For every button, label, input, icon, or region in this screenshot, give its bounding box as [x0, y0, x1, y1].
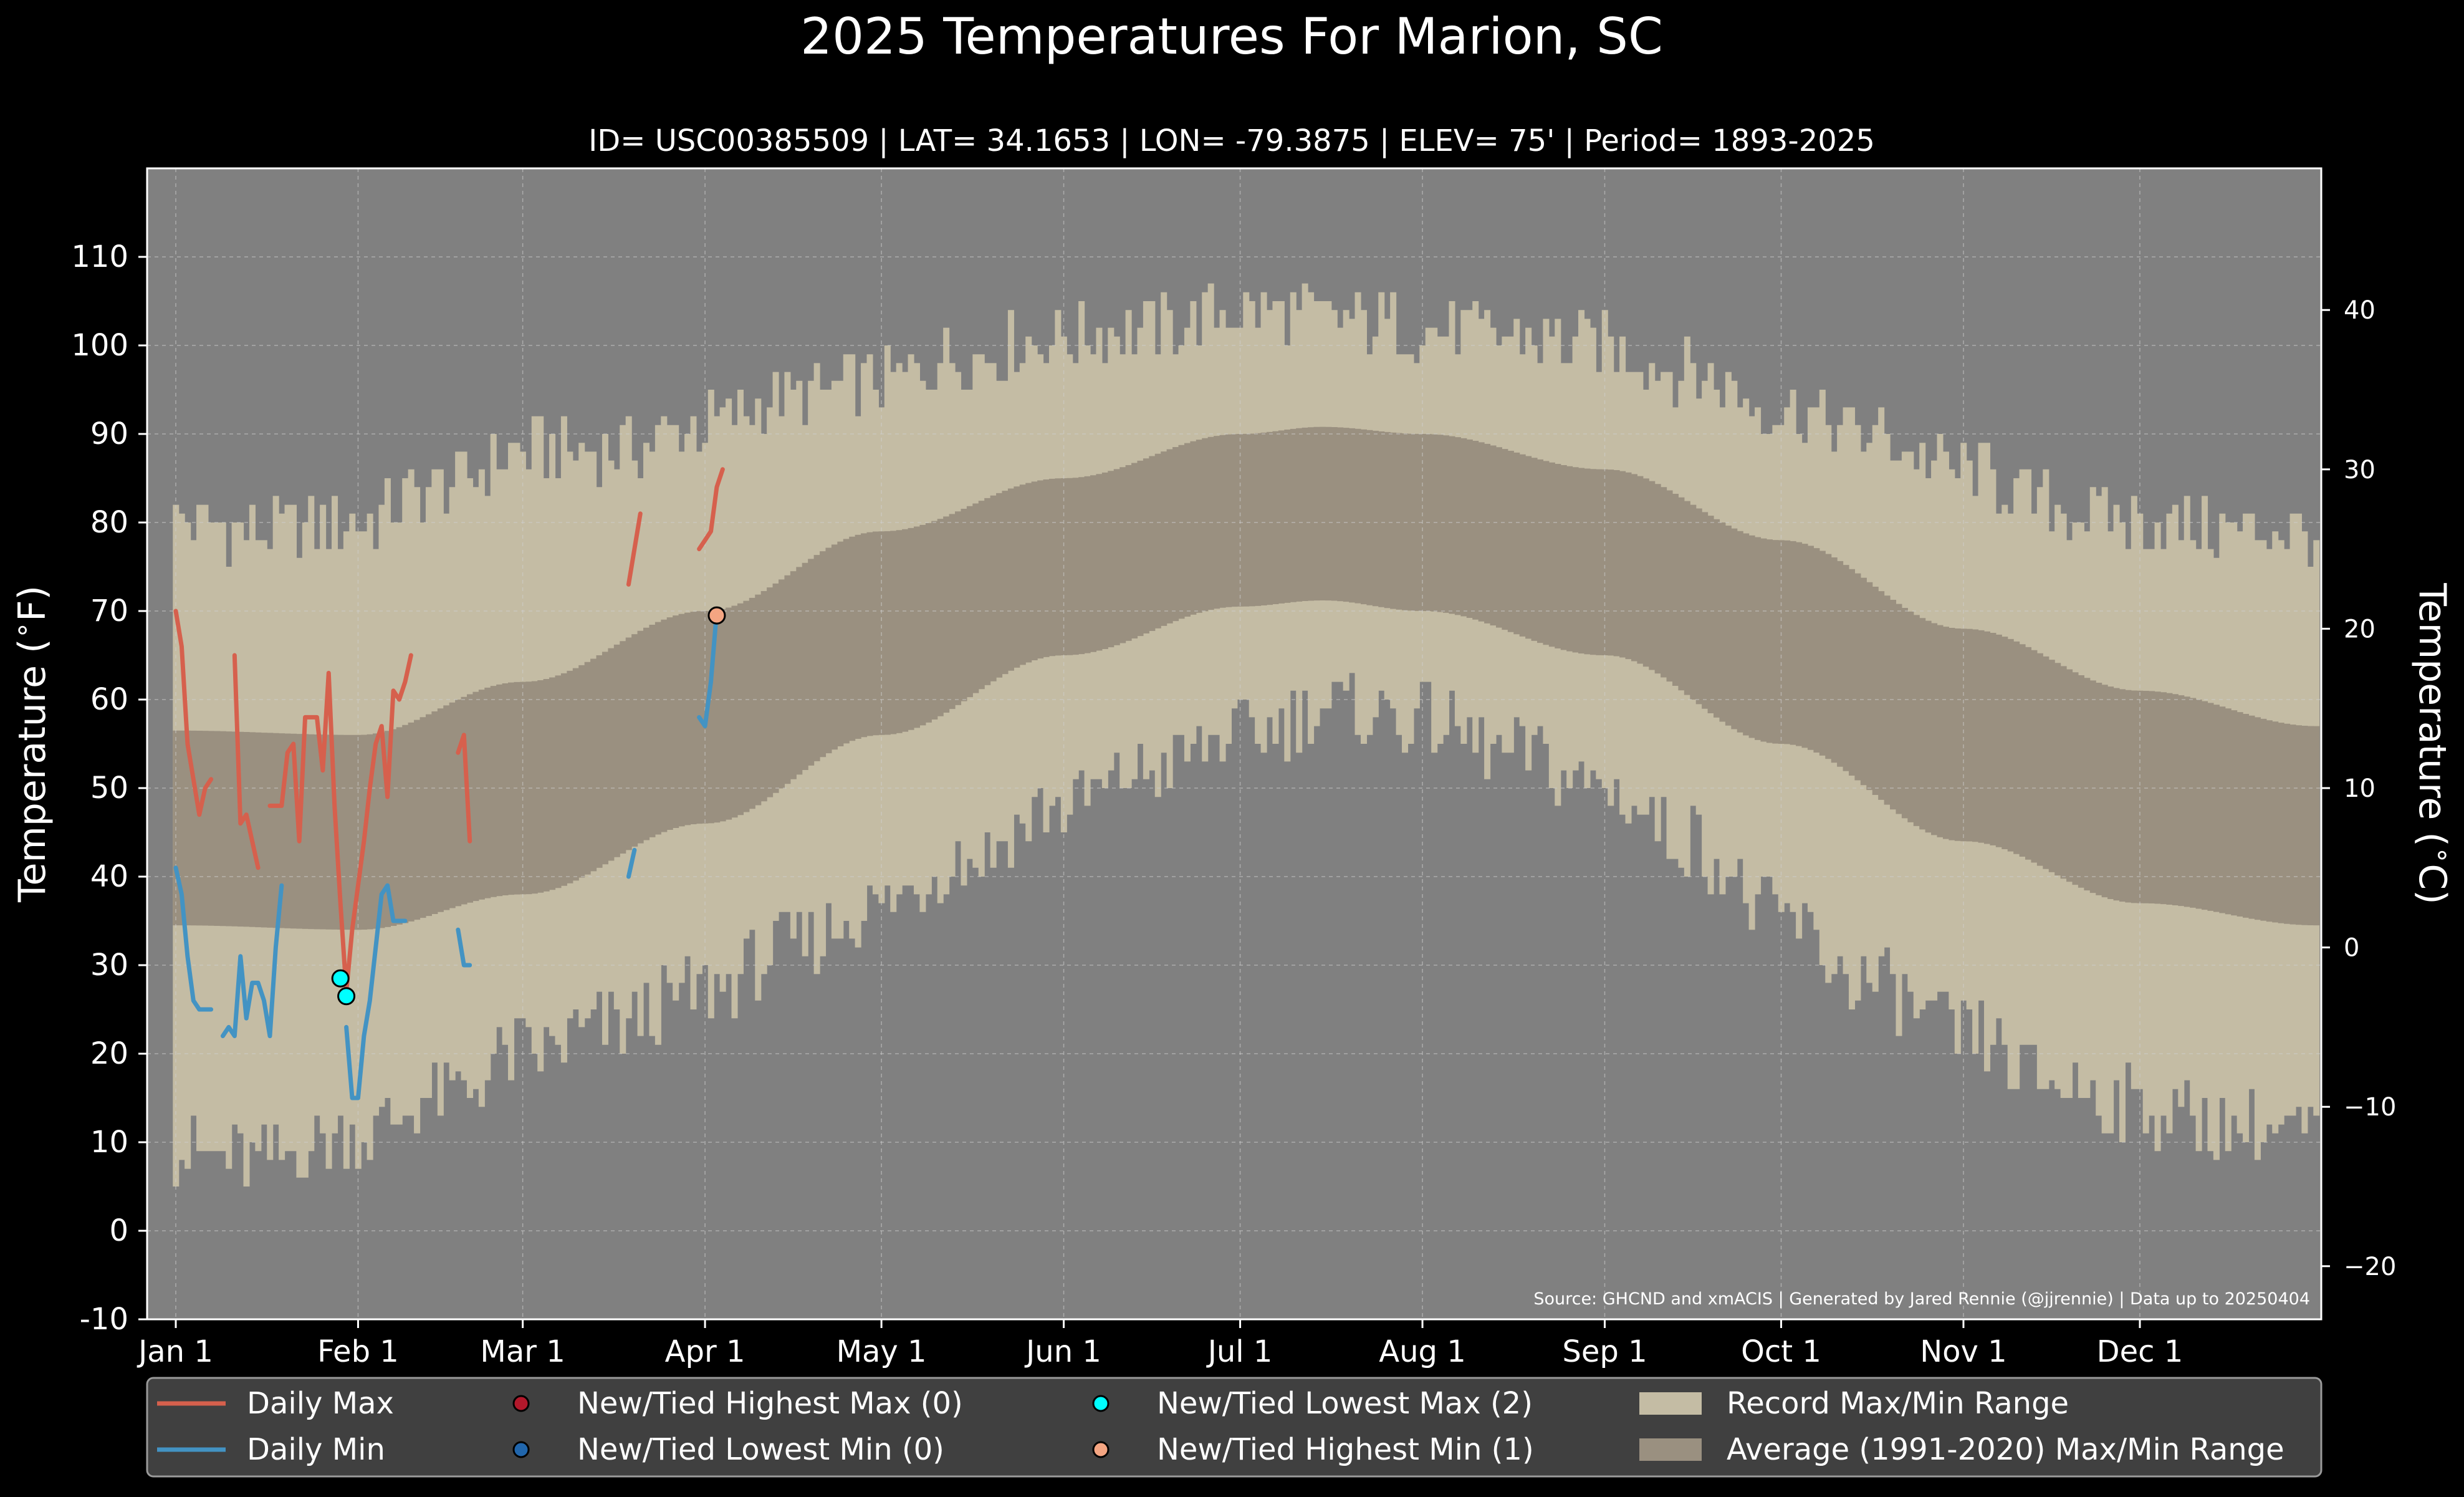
legend-swatch-patch: [1639, 1438, 1702, 1461]
legend-label: Daily Min: [247, 1432, 385, 1467]
x-tick-label: Feb 1: [317, 1334, 399, 1369]
legend-swatch-patch: [1639, 1392, 1702, 1415]
y-tick-label: 50: [90, 771, 128, 806]
daily-max-line: [697, 467, 725, 552]
y-tick-label: 40: [90, 859, 128, 894]
y-right-tick-label: 20: [2344, 615, 2375, 643]
legend-swatch-dot: [1092, 1395, 1110, 1412]
legend-label: Average (1991-2020) Max/Min Range: [1727, 1432, 2284, 1467]
daily-series: [173, 467, 725, 1100]
y-right-tick-label: −10: [2344, 1093, 2396, 1122]
x-tick-label: Dec 1: [2097, 1334, 2184, 1369]
y-tick-label: 110: [71, 239, 128, 274]
y-tick-label: 30: [90, 948, 128, 983]
legend-label: Record Max/Min Range: [1727, 1386, 2069, 1421]
plot-area: [146, 167, 2323, 1321]
y-tick-label: 0: [109, 1213, 128, 1248]
legend-swatch-dot: [512, 1441, 530, 1458]
x-tick-label: Oct 1: [1741, 1334, 1821, 1369]
y-right-tick-label: 30: [2344, 456, 2375, 484]
x-tick-label: Aug 1: [1379, 1334, 1466, 1369]
legend-label: New/Tied Lowest Min (0): [577, 1432, 944, 1467]
y-right-tick-label: 0: [2344, 934, 2359, 963]
record-markers: [331, 606, 726, 1006]
x-tick-label: Nov 1: [1920, 1334, 2006, 1369]
daily-max-line: [626, 511, 643, 587]
y-axis-left: -10 0 10 20 30 40 50 60 70 80 90 100 110: [71, 239, 147, 1337]
y-right-tick-label: 40: [2344, 296, 2375, 325]
range-bands: [173, 283, 2320, 1187]
daily-max-line: [232, 653, 261, 870]
legend-swatch-dot: [512, 1395, 530, 1412]
x-tick-label: Jun 1: [1024, 1334, 1101, 1369]
y-tick-label: -10: [80, 1302, 128, 1337]
average-range-band: [173, 426, 2320, 930]
y-tick-label: 20: [90, 1036, 128, 1071]
daily-max-line: [173, 609, 214, 817]
y-tick-label: 10: [90, 1125, 128, 1160]
chart-title: 2025 Temperatures For Marion, SC: [800, 7, 1663, 65]
y-right-tick-label: 10: [2344, 774, 2375, 803]
record-marker: [331, 969, 350, 988]
record-marker: [707, 606, 726, 625]
daily-min-line: [173, 865, 214, 1012]
record-marker: [337, 987, 356, 1006]
record-range-band: [173, 283, 2320, 1187]
legend-label: New/Tied Highest Min (1): [1157, 1432, 1534, 1467]
legend-box: [146, 1377, 2323, 1478]
x-tick-label: Jan 1: [137, 1334, 213, 1369]
plot-frame: [146, 167, 2323, 1321]
y-tick-label: 80: [90, 505, 128, 540]
daily-min-line: [697, 609, 719, 729]
x-tick-label: Apr 1: [665, 1334, 745, 1369]
x-tick-label: May 1: [837, 1334, 927, 1369]
legend: Daily Max Daily Min New/Tied Highest Max (…: [146, 1377, 2323, 1478]
y-right-tick-label: −20: [2344, 1253, 2396, 1281]
x-tick-label: Mar 1: [480, 1334, 565, 1369]
y-tick-label: 60: [90, 682, 128, 717]
legend-label: New/Tied Lowest Max (2): [1157, 1386, 1533, 1421]
source-note: Source: GHCND and xmACIS | Generated by …: [1533, 1289, 2310, 1309]
chart-subtitle: ID= USC00385509 | LAT= 34.1653 | LON= -7…: [588, 123, 1875, 158]
legend-label: New/Tied Highest Max (0): [577, 1386, 963, 1421]
x-tick-label: Sep 1: [1562, 1334, 1647, 1369]
daily-max-line: [267, 653, 413, 994]
daily-min-line: [626, 847, 637, 879]
daily-min-line: [456, 927, 472, 968]
grid-lines: [147, 168, 2321, 1320]
x-axis: Jan 1 Feb 1 Mar 1 Apr 1 May 1 Jun 1 Jul 1 Aug 1…: [137, 1319, 2183, 1369]
x-tick-label: Jul 1: [1206, 1334, 1273, 1369]
y-axis-right: −20 −10 0 10 20 30 40: [2321, 296, 2396, 1281]
daily-max-line: [456, 733, 472, 844]
y-tick-label: 90: [90, 416, 128, 451]
daily-min-line: [344, 883, 408, 1100]
legend-label: Daily Max: [247, 1386, 394, 1421]
daily-min-line: [220, 883, 284, 1039]
legend-swatch-dot: [1092, 1441, 1110, 1458]
y-tick-label: 70: [90, 594, 128, 628]
y-tick-label: 100: [71, 328, 128, 363]
